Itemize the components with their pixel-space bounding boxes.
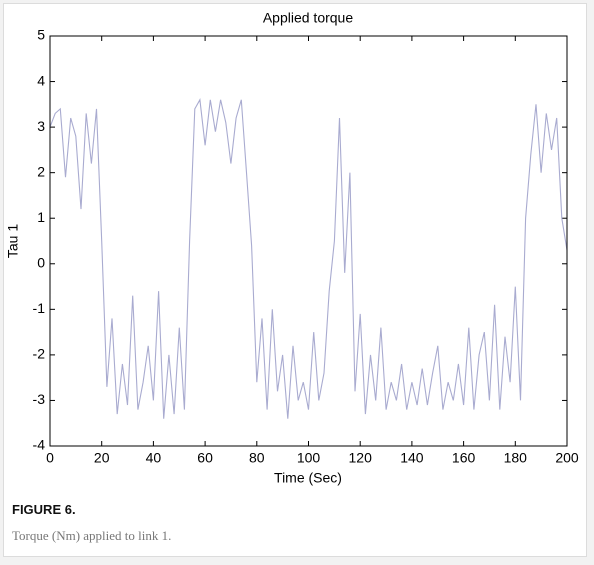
x-tick-label: 200 bbox=[555, 450, 579, 466]
y-tick-label: 3 bbox=[37, 118, 45, 134]
x-axis-label: Time (Sec) bbox=[274, 470, 342, 486]
y-tick-label: -3 bbox=[33, 391, 46, 407]
x-tick-label: 60 bbox=[197, 450, 213, 466]
y-tick-label: 5 bbox=[37, 27, 45, 43]
y-tick-label: 0 bbox=[37, 254, 45, 270]
y-tick-label: 4 bbox=[37, 72, 45, 88]
x-tick-label: 40 bbox=[146, 450, 162, 466]
x-tick-label: 80 bbox=[249, 450, 265, 466]
y-axis-label: Tau 1 bbox=[5, 224, 21, 258]
y-tick-label: -1 bbox=[33, 300, 46, 316]
y-tick-label: -4 bbox=[33, 437, 46, 453]
y-tick-label: -2 bbox=[33, 346, 46, 362]
figure-caption: Torque (Nm) applied to link 1. bbox=[12, 528, 172, 543]
plot-area bbox=[50, 36, 567, 446]
data-line bbox=[49, 98, 568, 419]
x-tick-label: 100 bbox=[297, 450, 321, 466]
x-tick-label: 180 bbox=[504, 450, 528, 466]
figure-label: FIGURE 6. bbox=[12, 502, 76, 517]
y-tick-label: 2 bbox=[37, 163, 45, 179]
x-tick-label: 120 bbox=[349, 450, 373, 466]
y-tick-label: 1 bbox=[37, 209, 45, 225]
x-tick-label: 20 bbox=[94, 450, 110, 466]
chart-title: Applied torque bbox=[263, 10, 354, 26]
plot-frame bbox=[49, 35, 568, 447]
chart: Applied torque Time (Sec) Tau 1 -4 -3 -2 -1… bbox=[5, 10, 579, 486]
x-tick-label: 140 bbox=[400, 450, 424, 466]
x-tick-label: 0 bbox=[46, 450, 54, 466]
x-tick-label: 160 bbox=[452, 450, 476, 466]
